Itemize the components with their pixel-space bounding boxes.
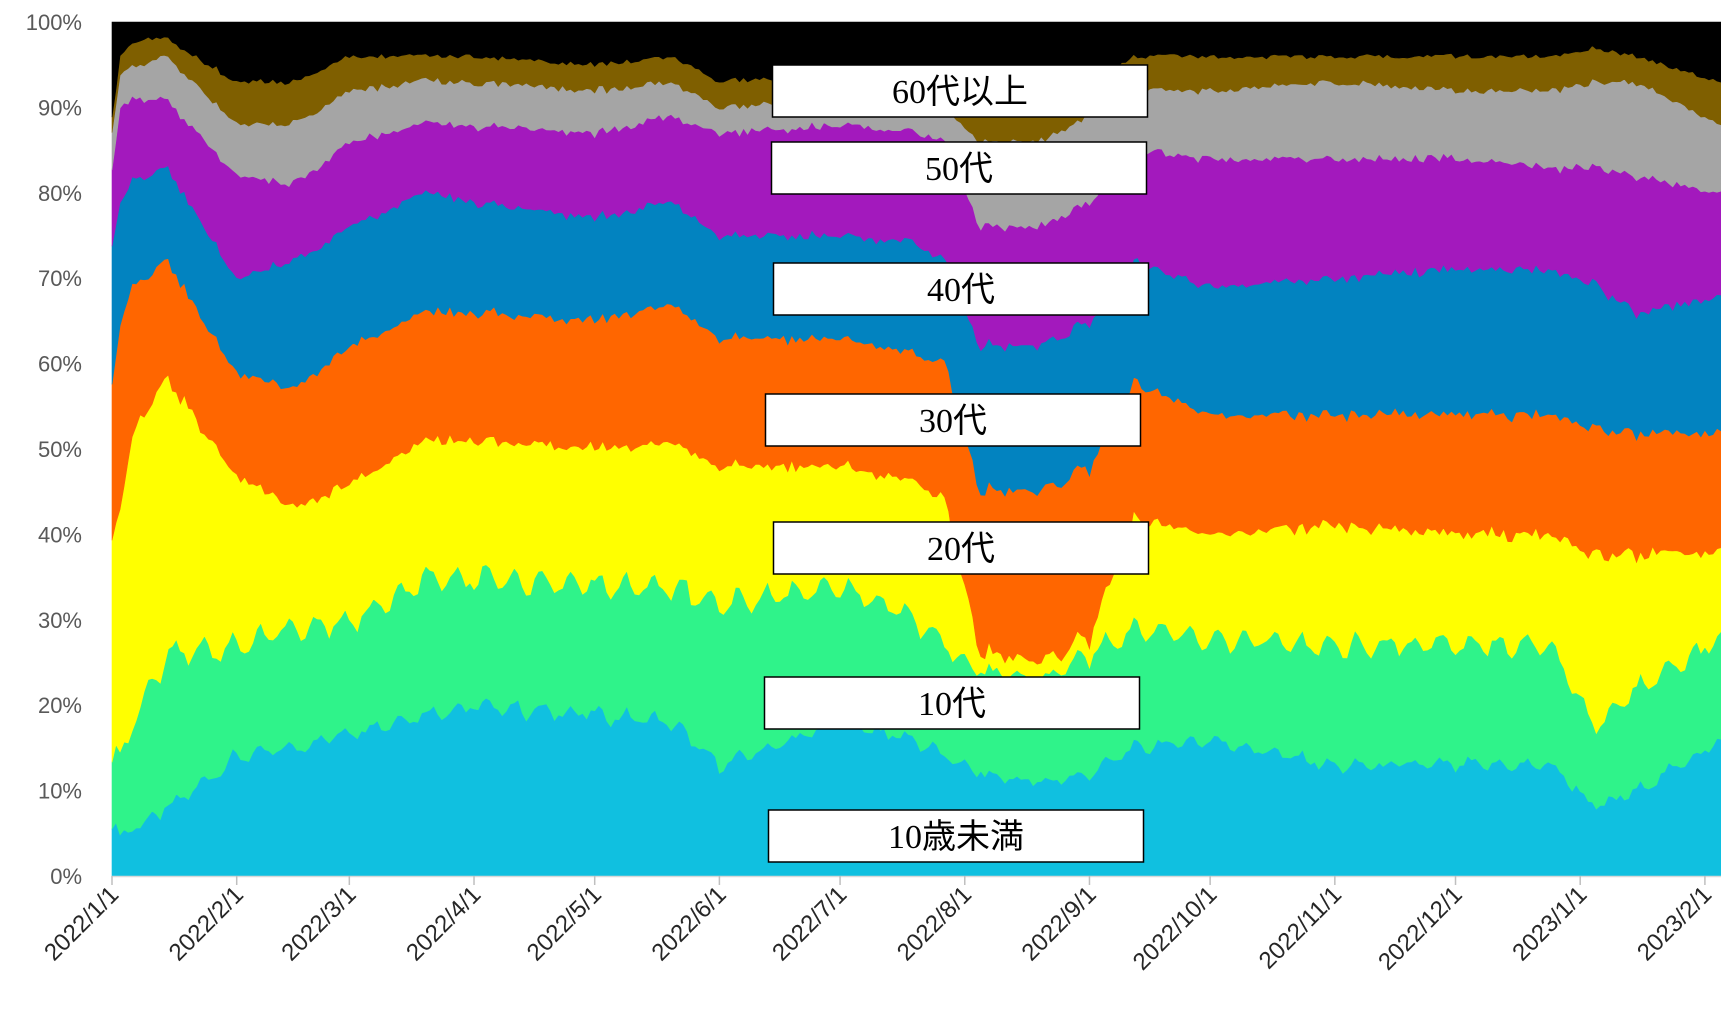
x-tick-label: 2022/10/1 bbox=[1128, 881, 1223, 976]
y-tick-label: 90% bbox=[38, 95, 82, 120]
x-tick-label: 2022/11/1 bbox=[1254, 881, 1347, 974]
x-tick-label: 2022/9/1 bbox=[1017, 881, 1102, 966]
band-label-text: 10代 bbox=[918, 686, 986, 723]
y-tick-label: 60% bbox=[38, 352, 82, 377]
band-label-box-bg bbox=[770, 141, 1148, 195]
x-tick-label: 2022/6/1 bbox=[646, 881, 731, 966]
y-tick-label: 30% bbox=[38, 608, 82, 633]
x-tick-label: 2022/5/1 bbox=[522, 881, 607, 966]
band-label-box: 30代 bbox=[764, 393, 1142, 447]
band-label-box: 50代 bbox=[770, 141, 1148, 195]
x-tick-label: 2022/8/1 bbox=[892, 881, 977, 966]
band-label-box: 10代 bbox=[763, 676, 1141, 730]
band-labels-layer: 60代以上 50代 40代 30代 20代 10代 10歳未満 bbox=[763, 64, 1150, 863]
y-tick-label: 100% bbox=[26, 10, 82, 35]
band-label-box: 20代 bbox=[772, 521, 1150, 575]
band-label-box-bg bbox=[767, 809, 1145, 863]
x-tick-label: 2022/4/1 bbox=[401, 881, 486, 966]
band-label-text: 60代以上 bbox=[892, 74, 1028, 111]
y-tick-label: 70% bbox=[38, 266, 82, 291]
y-tick-label: 20% bbox=[38, 693, 82, 718]
y-tick-label: 80% bbox=[38, 181, 82, 206]
x-tick-label: 2022/2/1 bbox=[164, 881, 249, 966]
x-tick-label: 2022/3/1 bbox=[276, 881, 361, 966]
x-tick-label: 2023/1/1 bbox=[1507, 881, 1592, 966]
band-label-text: 10歳未満 bbox=[888, 818, 1024, 856]
band-label-box: 40代 bbox=[772, 262, 1150, 316]
y-tick-label: 0% bbox=[50, 864, 82, 889]
band-label-text: 50代 bbox=[925, 151, 993, 188]
x-tick-label: 2022/1/1 bbox=[39, 881, 124, 966]
band-label-box: 10歳未満 bbox=[767, 809, 1145, 863]
band-label-text: 30代 bbox=[919, 403, 987, 440]
band-label-text: 40代 bbox=[927, 272, 995, 309]
band-label-box-bg bbox=[764, 393, 1142, 447]
y-tick-label: 40% bbox=[38, 522, 82, 547]
x-tick-label: 2023/2/1 bbox=[1632, 881, 1717, 966]
band-label-box: 60代以上 bbox=[771, 64, 1149, 118]
y-tick-label: 10% bbox=[38, 779, 82, 804]
band-label-box-bg bbox=[763, 676, 1141, 730]
band-label-text: 20代 bbox=[927, 531, 995, 568]
band-label-box-bg bbox=[772, 521, 1150, 575]
x-tick-label: 2022/7/1 bbox=[767, 881, 852, 966]
x-tick-label: 2022/12/1 bbox=[1373, 881, 1468, 976]
band-label-box-bg bbox=[771, 64, 1149, 118]
band-label-box-bg bbox=[772, 262, 1150, 316]
y-tick-label: 50% bbox=[38, 437, 82, 462]
